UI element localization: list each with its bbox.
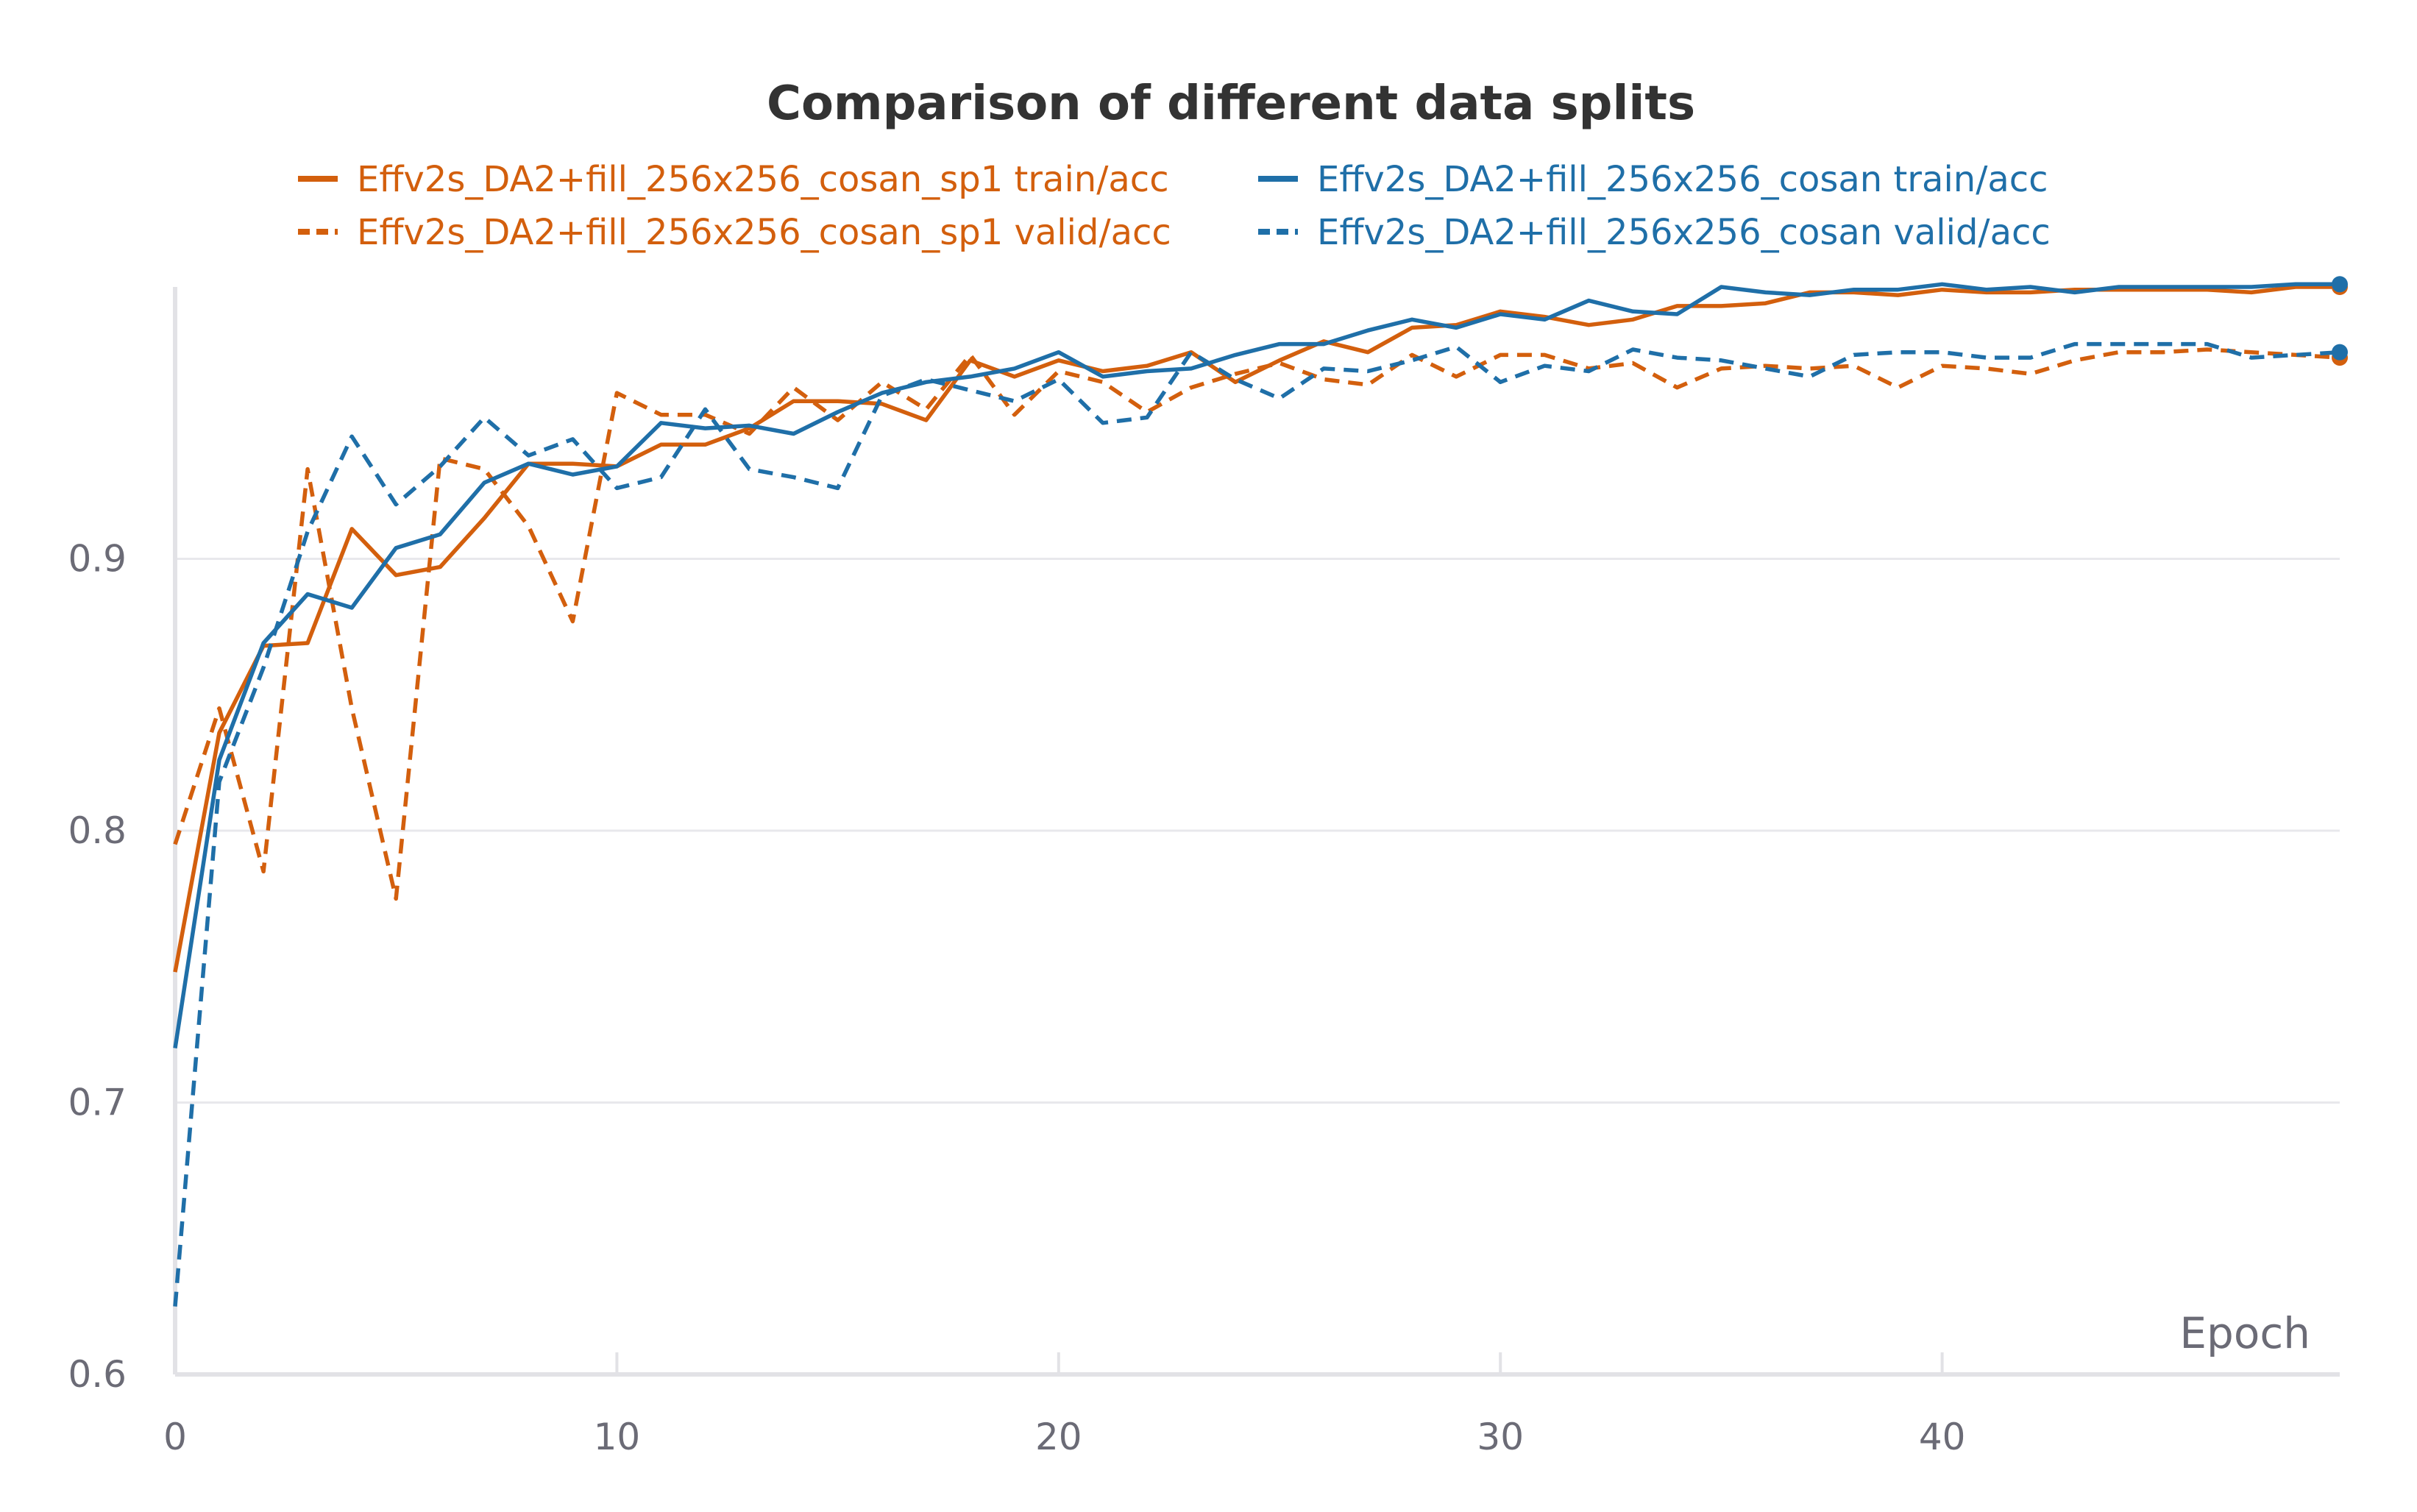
series-line-0: [173, 285, 2340, 973]
series-endpoint-3: [2332, 344, 2348, 361]
x-axis-title: Epoch: [2179, 1308, 2310, 1358]
series-line-2: [173, 282, 2340, 1049]
legend-item[interactable]: Effv2s_DA2+fill_256x256_cosan_sp1 train/…: [298, 159, 1169, 200]
series-line-1: [173, 347, 2340, 901]
legend-label: Effv2s_DA2+fill_256x256_cosan_sp1 valid/…: [357, 212, 1171, 253]
legend: Effv2s_DA2+fill_256x256_cosan_sp1 train/…: [298, 159, 2051, 253]
legend-label: Effv2s_DA2+fill_256x256_cosan valid/acc: [1317, 212, 2051, 253]
x-tick-label: 40: [1919, 1416, 1966, 1458]
chart-title: Comparison of different data splits: [767, 77, 1695, 131]
x-tick-label: 20: [1035, 1416, 1082, 1458]
grid-lines: [175, 558, 2340, 1104]
legend-label: Effv2s_DA2+fill_256x256_cosan train/acc: [1317, 159, 2048, 200]
series-endpoint-2: [2332, 276, 2348, 293]
y-tick-label: 0.9: [68, 538, 127, 581]
legend-item[interactable]: Effv2s_DA2+fill_256x256_cosan valid/acc: [1258, 212, 2051, 253]
legend-label: Effv2s_DA2+fill_256x256_cosan_sp1 train/…: [357, 159, 1169, 200]
x-tick-label: 30: [1477, 1416, 1524, 1458]
y-tick-label: 0.7: [68, 1082, 127, 1124]
series-layer: [173, 276, 2348, 1307]
legend-item[interactable]: Effv2s_DA2+fill_256x256_cosan train/acc: [1258, 159, 2048, 200]
series-line-3: [173, 341, 2340, 1307]
y-tick-label: 0.6: [68, 1353, 127, 1396]
legend-item[interactable]: Effv2s_DA2+fill_256x256_cosan_sp1 valid/…: [298, 212, 1171, 253]
axes: 0.6 0.7 0.8 0.9 0 10 20 30 40: [68, 287, 2340, 1458]
y-tick-label: 0.8: [68, 809, 127, 852]
x-tick-label: 0: [163, 1416, 187, 1458]
x-tick-label: 10: [594, 1416, 641, 1458]
